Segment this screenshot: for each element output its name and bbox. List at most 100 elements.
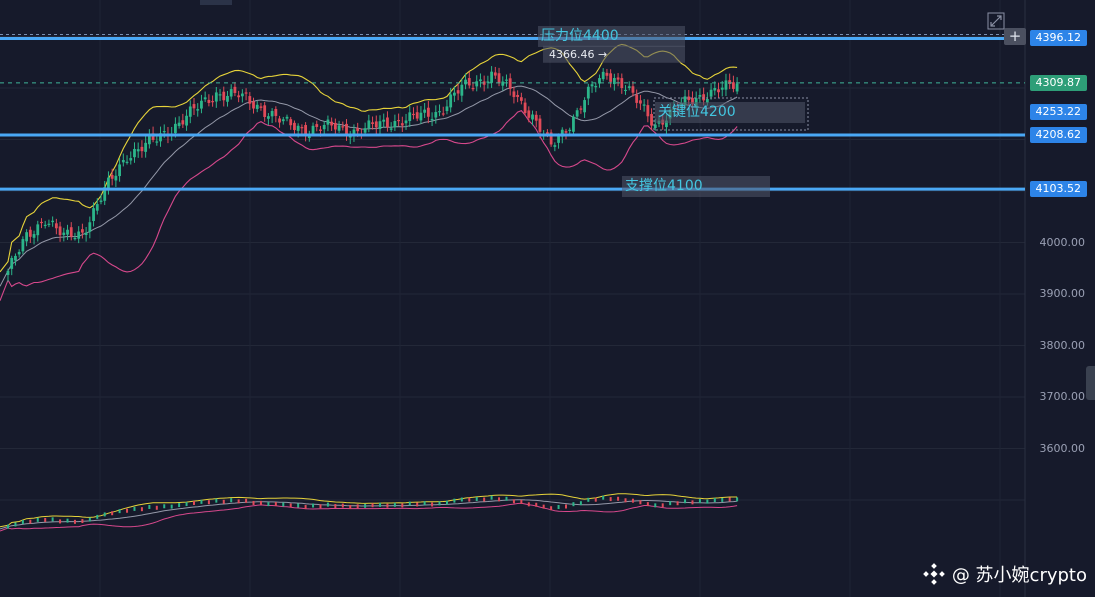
y-tick-label: 4000.00: [1039, 235, 1086, 249]
candle-body: [412, 113, 415, 116]
candle-body: [95, 204, 99, 211]
candle-body: [333, 122, 337, 130]
mini-candle: [483, 497, 486, 502]
candle-body: [356, 128, 360, 132]
candle-body: [107, 177, 110, 189]
candle-body: [237, 95, 241, 98]
mini-candle: [81, 519, 84, 524]
candle-body: [709, 89, 713, 97]
candle-body: [497, 73, 501, 84]
candle-body: [702, 94, 706, 101]
mini-candle: [594, 497, 597, 502]
mini-candle: [713, 498, 716, 503]
candle-body: [453, 92, 456, 96]
middle-band-line: [0, 85, 738, 287]
mini-candle: [88, 517, 91, 522]
mini-candle: [646, 502, 649, 507]
y-tick-label: 3800.00: [1039, 338, 1086, 352]
mini-candle: [200, 499, 203, 504]
price-badge[interactable]: 4396.12: [1029, 30, 1087, 47]
candle-body: [430, 119, 434, 121]
candle-body: [609, 73, 613, 82]
price-badge[interactable]: 4103.52: [1029, 181, 1087, 198]
mini-candle: [468, 497, 471, 502]
candle-body: [612, 78, 616, 85]
candle-body: [84, 232, 88, 235]
mini-candle: [312, 503, 315, 508]
candle-body: [196, 109, 200, 111]
candle-body: [516, 94, 520, 97]
candle-body: [233, 86, 237, 93]
mini-candle: [193, 500, 195, 505]
candle-body: [441, 113, 445, 115]
candle-body: [590, 84, 594, 87]
mini-candle: [319, 504, 322, 509]
candle-body: [635, 94, 639, 103]
candle-body: [620, 78, 624, 88]
mini-candle: [245, 498, 248, 503]
price-badge[interactable]: 4253.22: [1029, 104, 1087, 121]
candle-body: [278, 118, 281, 123]
mini-candle: [438, 501, 441, 506]
price-badge[interactable]: 4309.87: [1029, 74, 1087, 91]
candle-body: [326, 119, 330, 125]
candle-body: [705, 99, 709, 103]
mini-candle: [602, 495, 605, 500]
candle-body: [538, 118, 542, 132]
mini-candle: [654, 503, 657, 508]
mini-candle: [512, 499, 515, 504]
mini-candle: [661, 503, 664, 508]
level-annotation[interactable]: 压力位4400: [538, 26, 685, 47]
candle-body: [296, 125, 300, 131]
candle-body: [598, 78, 601, 84]
level-annotation[interactable]: 关键位4200: [655, 101, 805, 123]
mini-candle: [423, 501, 426, 506]
candle-body: [54, 223, 58, 229]
candle-body: [58, 226, 62, 236]
candle-body: [728, 80, 732, 84]
candle-body: [397, 119, 400, 122]
candle-body: [374, 121, 378, 128]
mini-candle: [341, 503, 344, 508]
candle-body: [25, 232, 28, 242]
candle-body: [713, 88, 717, 91]
mini-candle: [66, 518, 69, 523]
mini-candle: [698, 499, 701, 504]
mini-candle: [103, 512, 106, 517]
lower-band-line: [0, 109, 738, 301]
candle-body: [200, 100, 203, 109]
candle-body: [40, 221, 43, 224]
candle-body: [720, 87, 724, 90]
candle-body: [665, 120, 668, 128]
candle-body: [408, 112, 412, 122]
mini-candle: [520, 499, 523, 504]
top-scroll-tab[interactable]: [200, 0, 232, 5]
candle-body: [270, 111, 274, 117]
mini-candle: [475, 497, 478, 502]
candle-body: [404, 120, 408, 124]
candle-body: [14, 255, 17, 261]
candle-body: [252, 101, 255, 109]
side-panel-tab[interactable]: [1086, 366, 1095, 400]
mini-candle: [259, 500, 262, 505]
expand-icon[interactable]: [987, 12, 1005, 30]
candle-body: [21, 239, 25, 252]
mini-candle: [140, 507, 143, 512]
candle-body: [501, 81, 505, 86]
candle-body: [352, 129, 356, 136]
candle-body: [434, 112, 438, 118]
candle-body: [456, 90, 460, 94]
level-annotation[interactable]: 支撑位4100: [622, 176, 770, 198]
price-badge[interactable]: 4208.62: [1029, 127, 1087, 144]
candle-body: [527, 110, 531, 118]
candle-body: [367, 120, 371, 129]
candle-body: [88, 222, 92, 232]
mini-candle: [431, 502, 434, 507]
mini-candle: [572, 502, 575, 507]
mini-candle: [29, 519, 32, 524]
candle-body: [493, 72, 497, 76]
candle-body: [289, 119, 293, 126]
add-line-button[interactable]: +: [1004, 28, 1026, 45]
watermark-text: @ 苏小婉crypto: [951, 565, 1087, 586]
candle-body: [732, 82, 735, 89]
